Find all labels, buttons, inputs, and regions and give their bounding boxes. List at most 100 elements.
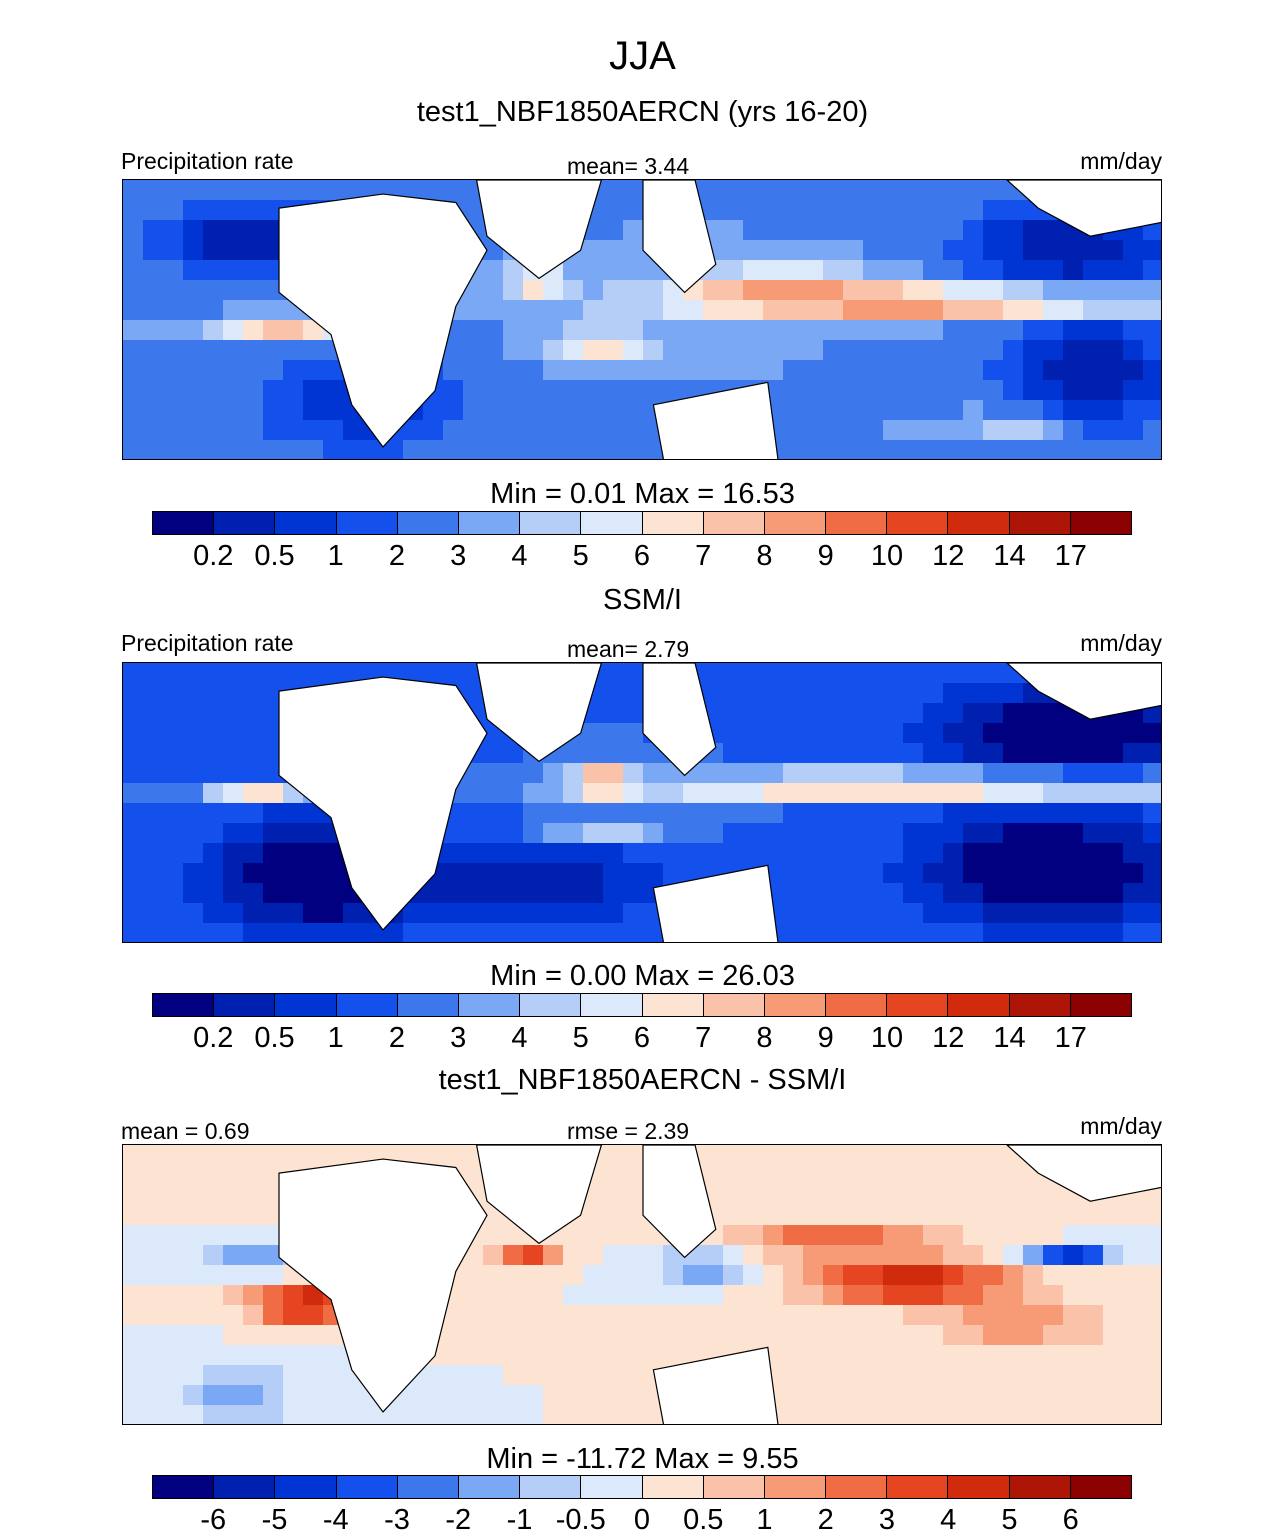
map-cell — [143, 1305, 163, 1325]
map-cell — [623, 420, 643, 440]
map-cell — [243, 1305, 263, 1325]
map-cell — [523, 803, 543, 823]
map-cell — [223, 1205, 243, 1225]
map-cell — [183, 360, 203, 380]
map-cell — [823, 440, 843, 459]
map-cell — [143, 440, 163, 459]
map-cell — [623, 1325, 643, 1345]
map-cell — [163, 1225, 183, 1245]
map-cell — [223, 1145, 243, 1165]
map-cell — [863, 300, 883, 320]
map-cell — [243, 440, 263, 459]
map-cell — [963, 220, 983, 240]
map-cell — [223, 1305, 243, 1325]
map-cell — [783, 1185, 803, 1205]
map-cell — [443, 380, 463, 400]
map-cell — [283, 903, 303, 923]
figure-title: JJA — [609, 34, 676, 78]
map-cell — [823, 280, 843, 300]
map-cell — [523, 1265, 543, 1285]
map-cell — [943, 1305, 963, 1325]
colorbar-swatch — [336, 1476, 398, 1498]
map-cell — [943, 923, 963, 942]
map-cell — [583, 380, 603, 400]
map-cell — [203, 420, 223, 440]
map-cell — [203, 763, 223, 783]
colorbar-tick-label: 0.2 — [193, 1022, 234, 1054]
colorbar-tick-label: 7 — [695, 540, 712, 572]
map-cell — [203, 1185, 223, 1205]
map-cell — [843, 1185, 863, 1205]
map-cell — [923, 400, 943, 420]
map-cell — [883, 743, 903, 763]
map-cell — [883, 200, 903, 220]
map-cell — [503, 1385, 523, 1405]
map-cell — [363, 923, 383, 942]
map-cell — [183, 200, 203, 220]
map-cell — [123, 440, 143, 459]
map-cell — [923, 1245, 943, 1265]
map-cell — [563, 863, 583, 883]
map-cell — [203, 703, 223, 723]
map-cell — [923, 823, 943, 843]
map-cell — [1143, 260, 1161, 280]
map-cell — [643, 1325, 663, 1345]
map-cell — [803, 683, 823, 703]
map-cell — [923, 1345, 943, 1365]
map-cell — [1003, 763, 1023, 783]
map-cell — [843, 300, 863, 320]
colorbar-tick-label: 1 — [756, 1504, 773, 1536]
map-cell — [843, 923, 863, 942]
map-cell — [903, 823, 923, 843]
colorbar-swatch — [153, 512, 215, 534]
colorbar-swatch — [703, 512, 765, 534]
map-cell — [943, 863, 963, 883]
map-cell — [123, 240, 143, 260]
map-cell — [243, 340, 263, 360]
map-cell — [463, 923, 483, 942]
map-cell — [1143, 440, 1161, 459]
map-cell — [423, 1365, 443, 1385]
map-cell — [163, 1385, 183, 1405]
map-cell — [923, 883, 943, 903]
map-cell — [463, 340, 483, 360]
map-cell — [803, 843, 823, 863]
map-cell — [583, 320, 603, 340]
map-cell — [763, 683, 783, 703]
map-cell — [963, 200, 983, 220]
map-cell — [763, 803, 783, 823]
land-outline — [642, 180, 717, 294]
map-cell — [223, 1185, 243, 1205]
map-cell — [843, 1205, 863, 1225]
map-cell — [203, 1265, 223, 1285]
map-cell — [943, 1165, 963, 1185]
map-cell — [463, 823, 483, 843]
map-cell — [923, 260, 943, 280]
map-cell — [543, 1345, 563, 1365]
map-cell — [1063, 803, 1083, 823]
map-cell — [903, 400, 923, 420]
map-cell — [683, 1345, 703, 1365]
colorbar-tick-label: 0.5 — [254, 540, 295, 572]
map-cell — [1043, 843, 1063, 863]
map-cell — [183, 863, 203, 883]
map-cell — [143, 180, 163, 200]
map-cell — [123, 320, 143, 340]
colorbar-swatch — [887, 512, 949, 534]
map-cell — [123, 1365, 143, 1385]
map-cell — [303, 1325, 323, 1345]
map-cell — [1103, 1325, 1123, 1345]
map-cell — [763, 1305, 783, 1325]
map-cell — [643, 340, 663, 360]
map-cell — [603, 380, 623, 400]
map-cell — [1083, 843, 1103, 863]
map-cell — [123, 360, 143, 380]
map-cell — [783, 763, 803, 783]
map-cell — [303, 360, 323, 380]
map-cell — [1083, 783, 1103, 803]
map-cell — [183, 1325, 203, 1345]
land-outline — [652, 1346, 779, 1424]
map-cell — [963, 783, 983, 803]
map-cell — [263, 180, 283, 200]
map-cell — [703, 1265, 723, 1285]
